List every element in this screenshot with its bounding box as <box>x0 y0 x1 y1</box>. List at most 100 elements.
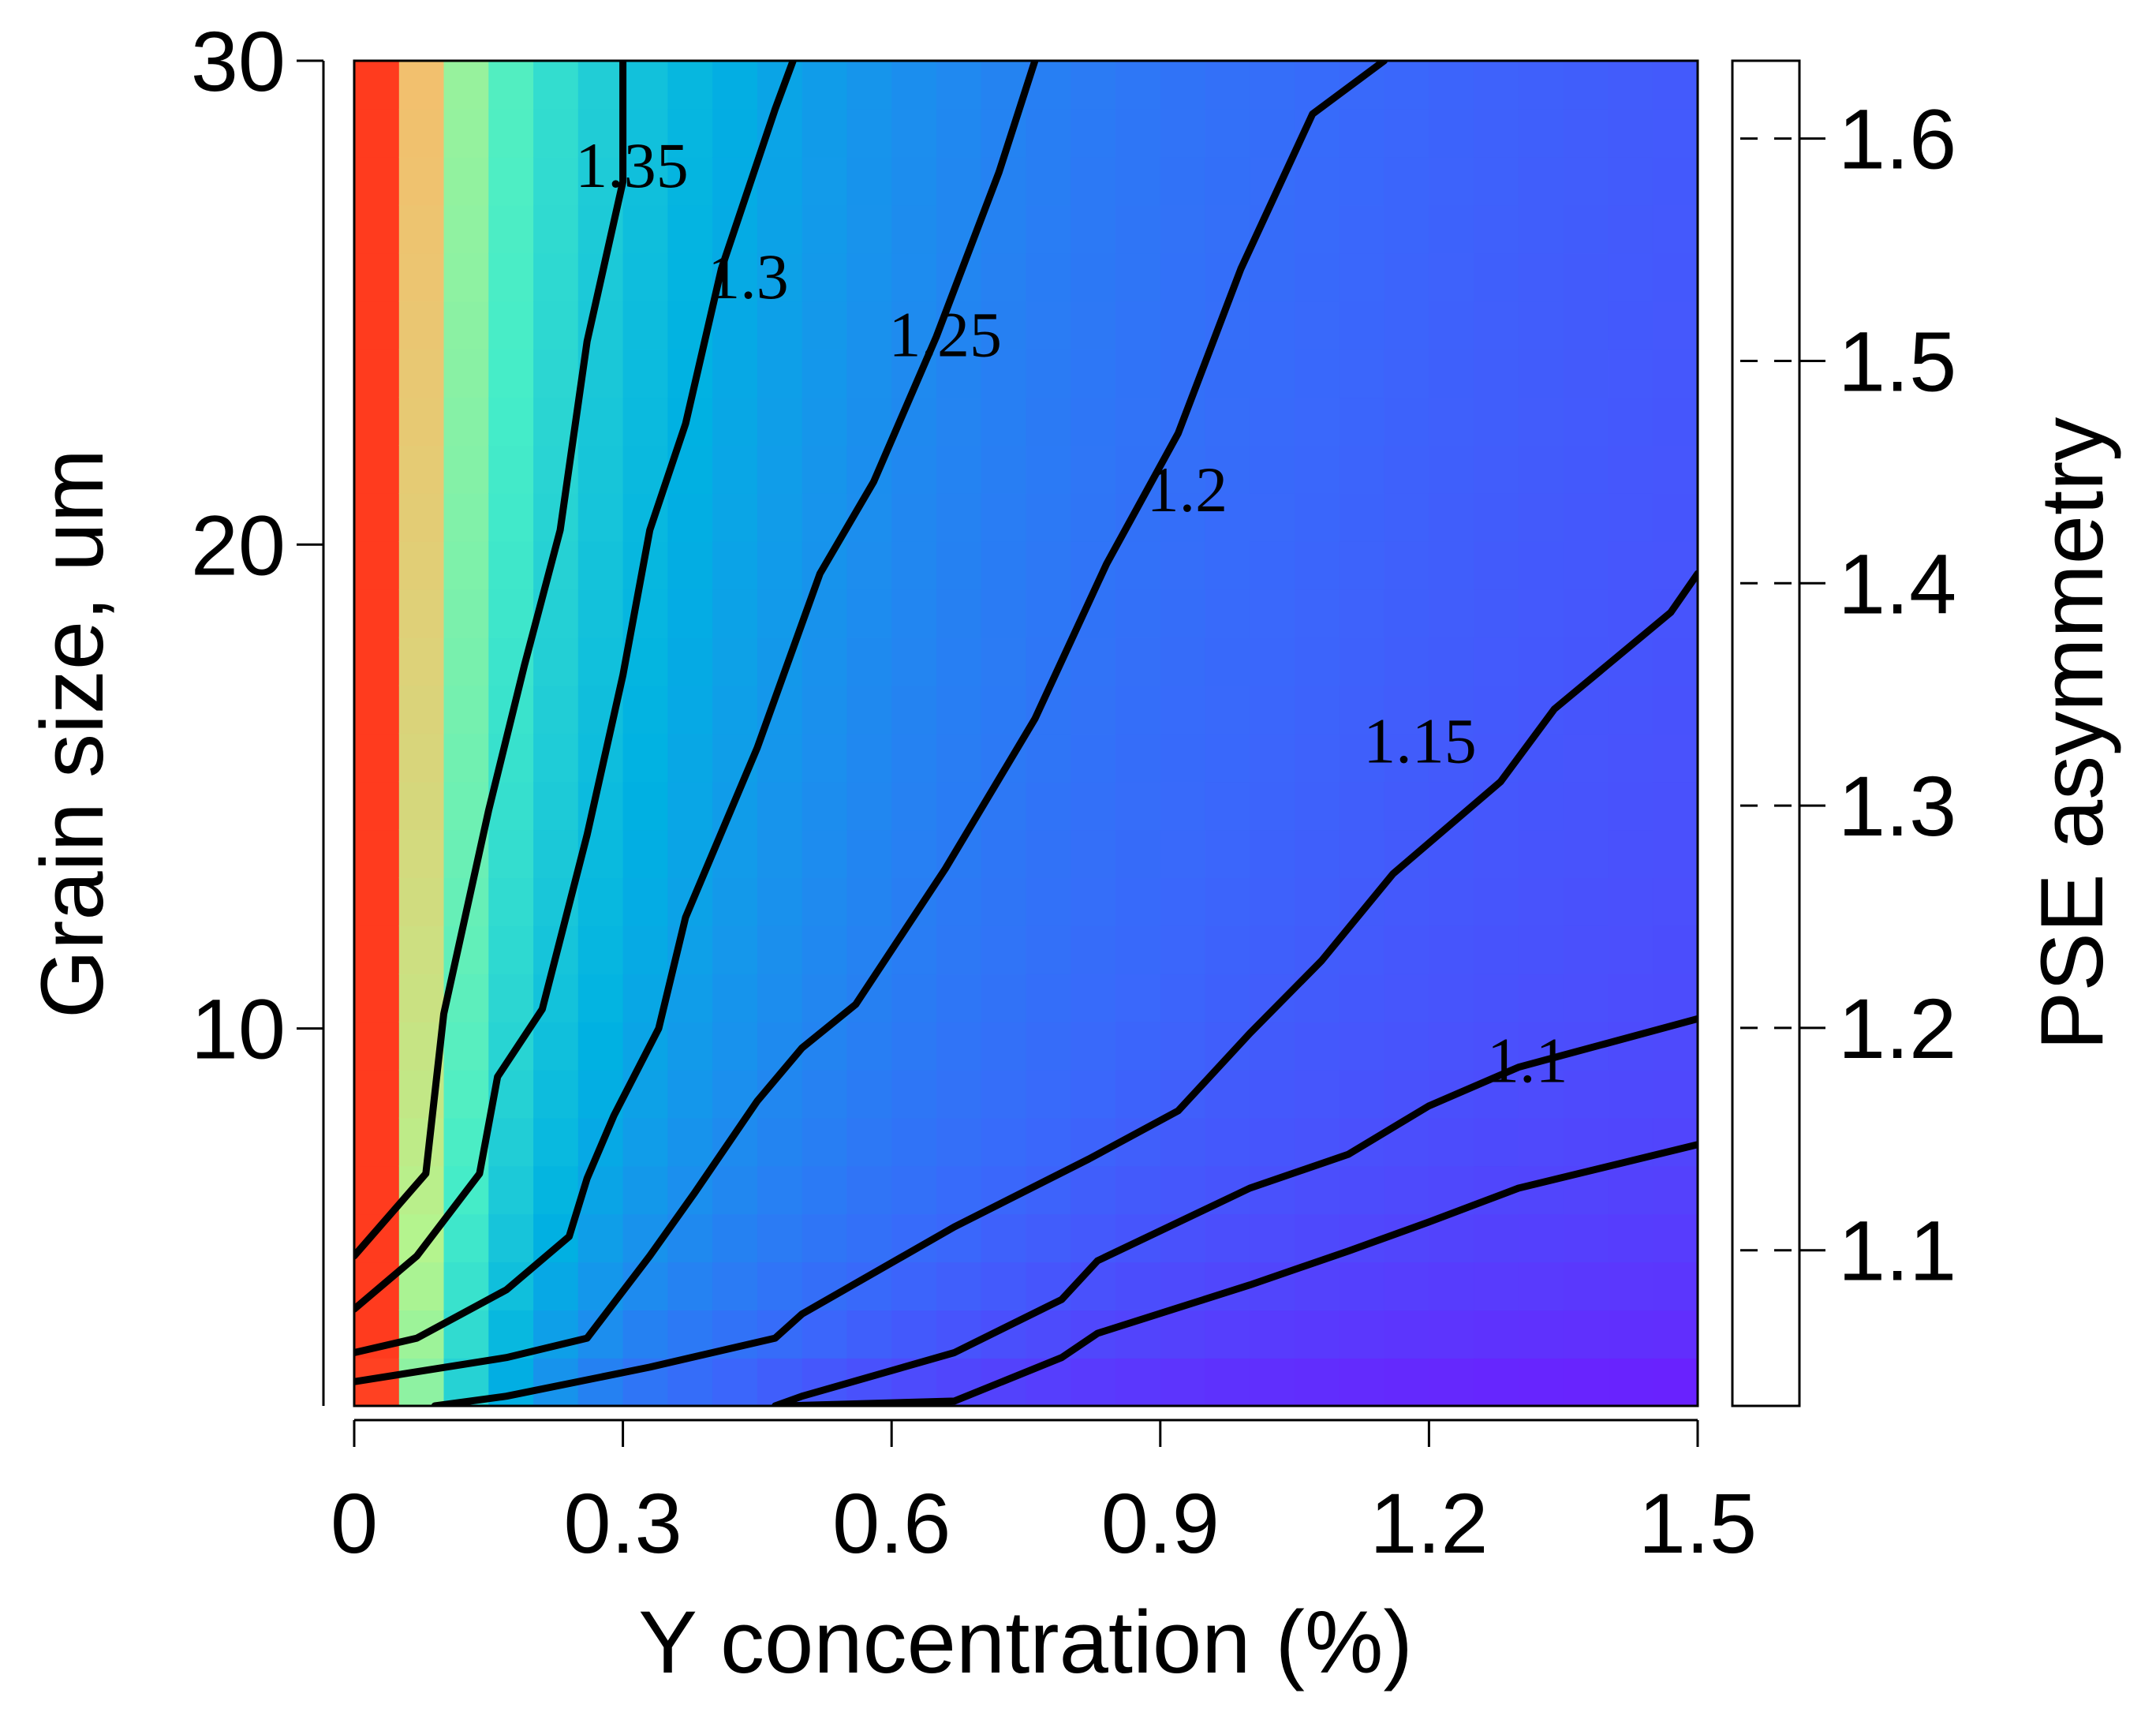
heatmap-cell <box>398 925 445 974</box>
heatmap-cell <box>846 1213 892 1263</box>
heatmap-cell <box>1384 733 1430 783</box>
heatmap-cell <box>667 252 713 302</box>
heatmap-cell <box>1608 1165 1654 1215</box>
heatmap-cell <box>712 61 758 110</box>
heatmap-cell <box>801 1165 848 1215</box>
heatmap-cell <box>1474 733 1519 783</box>
heatmap-cell <box>398 685 445 735</box>
heatmap-cell <box>1295 637 1340 686</box>
contour-label: 1.25 <box>889 299 1003 371</box>
heatmap-cell <box>1250 61 1295 110</box>
heatmap-cell <box>891 829 937 878</box>
heatmap-cell <box>801 108 848 158</box>
heatmap-cell <box>1339 781 1385 831</box>
heatmap-cell <box>1563 397 1609 446</box>
heatmap-cell <box>354 445 400 494</box>
heatmap-cell <box>1563 540 1609 590</box>
heatmap-cell <box>354 1021 400 1071</box>
heatmap-cell <box>1653 637 1698 686</box>
heatmap-cell <box>1026 974 1072 1022</box>
heatmap-cell <box>1563 61 1609 110</box>
heatmap-cell <box>1339 637 1385 686</box>
heatmap-cell <box>757 589 803 638</box>
heatmap-cell <box>1115 1358 1161 1406</box>
heatmap-cell <box>801 877 848 926</box>
heatmap-cell <box>712 589 758 638</box>
heatmap-cell <box>757 877 803 926</box>
heatmap-cell <box>1160 829 1206 878</box>
heatmap-cell <box>1115 637 1161 686</box>
heatmap-cell <box>1429 1262 1474 1310</box>
heatmap-cell <box>1608 877 1654 926</box>
heatmap-cell <box>1429 685 1474 735</box>
contour-labels: 1.35 1.3 1.25 1.2 1.15 1.1 <box>575 129 1567 1097</box>
heatmap-cell <box>846 733 892 783</box>
heatmap-cell <box>1115 925 1161 974</box>
heatmap-cell <box>1474 301 1519 350</box>
heatmap-cell <box>936 1165 982 1215</box>
heatmap-cell <box>1026 252 1072 302</box>
heatmap-cell <box>1250 445 1295 494</box>
heatmap-cell <box>622 349 669 398</box>
heatmap-cell <box>1384 925 1430 974</box>
heatmap-cell <box>801 349 848 398</box>
heatmap-cell <box>1026 493 1072 542</box>
heatmap-cell <box>354 397 400 446</box>
heatmap-cell <box>1339 204 1385 254</box>
heatmap-cell <box>801 733 848 783</box>
heatmap-cell <box>1295 685 1340 735</box>
heatmap-cell <box>1653 877 1698 926</box>
heatmap-cell <box>354 252 400 302</box>
heatmap-cell <box>577 1213 624 1263</box>
heatmap-cell <box>622 781 669 831</box>
heatmap-cell <box>1563 1310 1609 1359</box>
heatmap-cell <box>1608 540 1654 590</box>
heatmap-cell <box>1518 781 1564 831</box>
heatmap-cell <box>936 1069 982 1119</box>
heatmap-cell <box>757 1165 803 1215</box>
heatmap-cell <box>1653 493 1698 542</box>
heatmap-cell <box>1384 829 1430 878</box>
heatmap-cell <box>801 156 848 206</box>
heatmap-cell <box>891 1021 937 1071</box>
heatmap-cell <box>712 1262 758 1310</box>
heatmap-cell <box>622 1069 669 1119</box>
heatmap-cell <box>712 1021 758 1071</box>
heatmap-cell <box>398 540 445 590</box>
heatmap-cell <box>1563 156 1609 206</box>
heatmap-cell <box>1205 445 1251 494</box>
heatmap-cell <box>1384 974 1430 1022</box>
heatmap-cell <box>1295 1021 1340 1071</box>
heatmap-cell <box>354 974 400 1022</box>
heatmap-cell <box>1653 301 1698 350</box>
heatmap-cell <box>1160 1310 1206 1359</box>
heatmap-cell <box>667 637 713 686</box>
heatmap-cell <box>757 397 803 446</box>
heatmap-cell <box>1339 156 1385 206</box>
heatmap-cell <box>1474 637 1519 686</box>
heatmap-cell <box>1518 61 1564 110</box>
heatmap-cell <box>1653 733 1698 783</box>
heatmap-cell <box>1160 156 1206 206</box>
contour-line <box>354 61 797 1313</box>
heatmap-cell <box>981 637 1027 686</box>
heatmap-cell <box>1115 540 1161 590</box>
heatmap-cell <box>488 540 534 590</box>
heatmap-cell <box>1115 829 1161 878</box>
heatmap-cell <box>1518 1358 1564 1406</box>
heatmap-cell <box>577 637 624 686</box>
heatmap-cell <box>1339 1165 1385 1215</box>
heatmap-cell <box>1026 781 1072 831</box>
heatmap-cell <box>1474 685 1519 735</box>
heatmap-cell <box>1429 349 1474 398</box>
heatmap-cell <box>488 589 534 638</box>
heatmap-cell <box>1205 156 1251 206</box>
heatmap-cell <box>1160 1069 1206 1119</box>
heatmap-cell <box>622 829 669 878</box>
heatmap-cell <box>1563 877 1609 926</box>
heatmap-cell <box>1295 589 1340 638</box>
heatmap-cell <box>1339 1069 1385 1119</box>
heatmap-cell <box>443 397 490 446</box>
heatmap-cell <box>712 685 758 735</box>
heatmap-cell <box>1295 252 1340 302</box>
